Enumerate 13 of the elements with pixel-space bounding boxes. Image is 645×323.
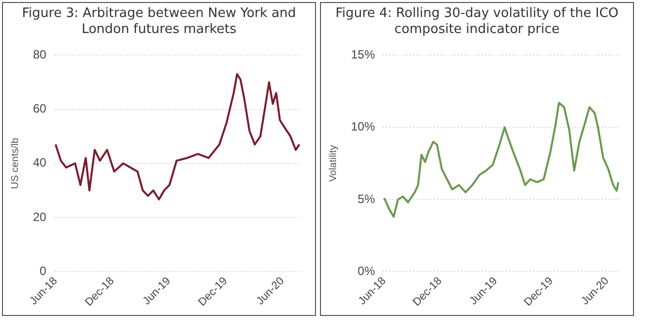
y-axis-title: Volatility (328, 145, 339, 182)
chart-title: Figure 4: Rolling 30-day volatility of the ICO composite indicator price (334, 5, 620, 39)
chart-title: Figure 3: Arbitrage between New York and London futures markets (21, 5, 297, 39)
y-tick-label: 5% (358, 192, 376, 206)
y-tick-label: 60 (32, 102, 47, 116)
y-tick-label: 10% (350, 120, 376, 134)
y-tick-label: 15% (350, 48, 376, 62)
y-tick-label: 40 (32, 156, 47, 170)
y-tick-label: 20 (32, 210, 47, 224)
y-axis-title: US cents/lb (10, 137, 21, 189)
y-tick-label: 0% (358, 264, 376, 278)
y-tick-label: 80 (32, 48, 47, 62)
y-tick-label: 0 (40, 264, 47, 278)
